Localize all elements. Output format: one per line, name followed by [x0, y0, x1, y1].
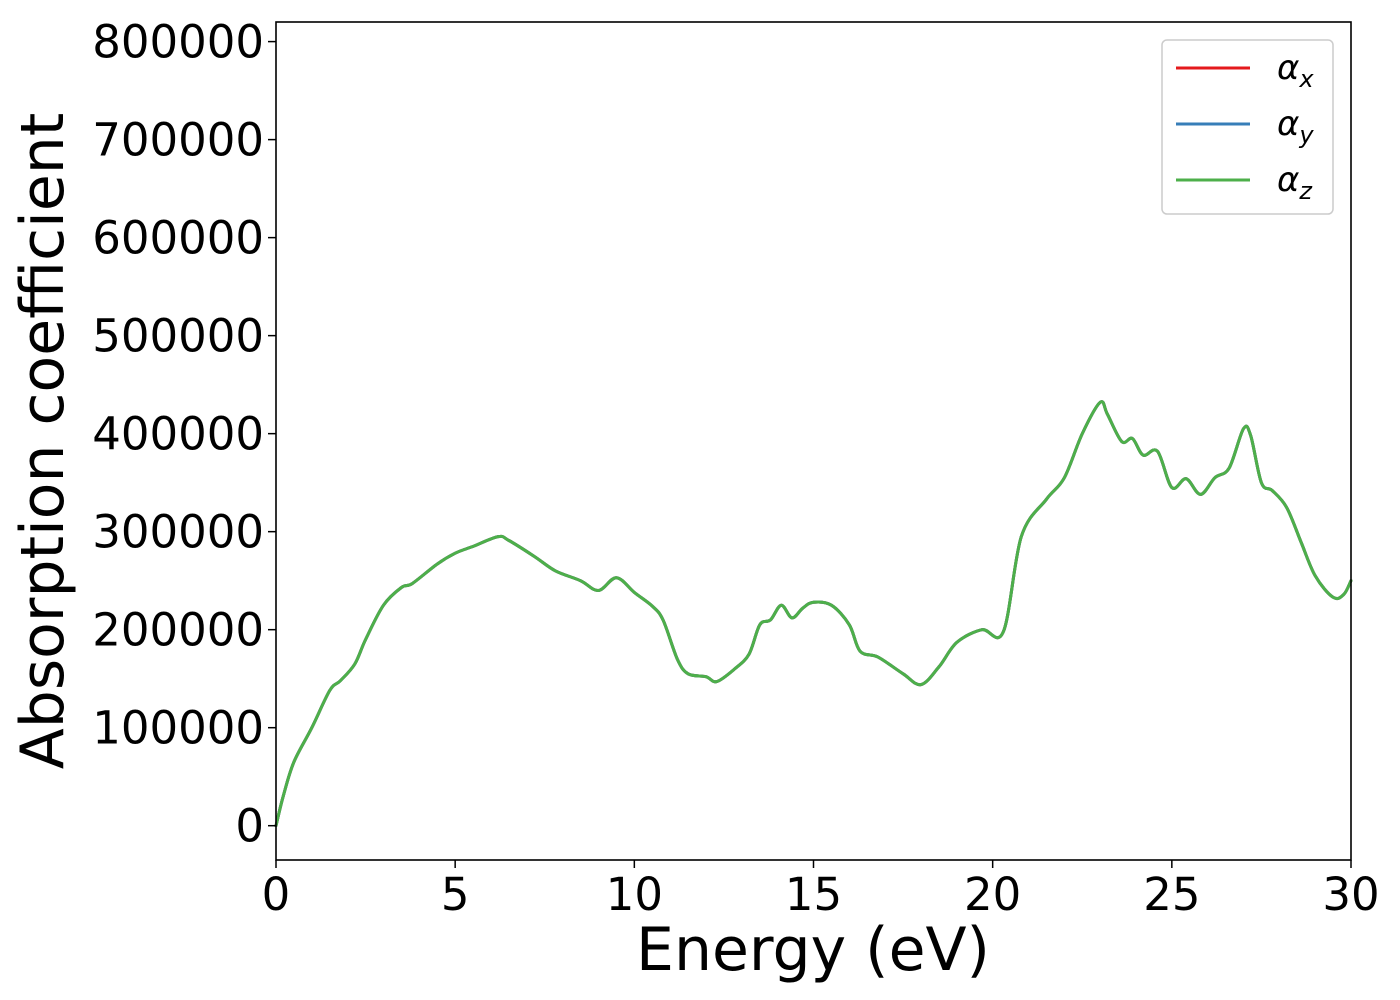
x-axis-ticks: 0 5 10 15 20 25 30 — [262, 860, 1380, 921]
series-layer — [274, 400, 1353, 828]
x-tick-label: 0 — [262, 868, 291, 921]
y-tick-label: 300000 — [92, 506, 264, 559]
x-tick-label: 5 — [441, 868, 470, 921]
y-tick-label: 700000 — [92, 114, 264, 167]
x-tick-label: 25 — [1143, 868, 1200, 921]
y-tick-label: 400000 — [92, 408, 264, 461]
y-tick-label: 600000 — [92, 212, 264, 265]
x-tick-label: 30 — [1322, 868, 1379, 921]
x-tick-label: 15 — [785, 868, 842, 921]
y-tick-label: 800000 — [92, 16, 264, 69]
legend-box — [1161, 39, 1334, 215]
y-tick-label: 0 — [235, 800, 264, 853]
x-tick-label: 10 — [606, 868, 663, 921]
legend-label-subscript: y — [1298, 121, 1314, 149]
y-tick-label: 500000 — [92, 310, 264, 363]
legend-label-subscript: z — [1298, 177, 1313, 205]
y-axis-title: Absorption coefficient — [8, 113, 78, 770]
legend-label-subscript: x — [1298, 65, 1314, 93]
x-tick-label: 20 — [964, 868, 1021, 921]
y-tick-label: 100000 — [92, 702, 264, 755]
y-axis-ticks: 0 100000 200000 300000 400000 500000 600000 700… — [92, 16, 276, 853]
series-line-z — [274, 400, 1353, 828]
y-tick-label: 200000 — [92, 604, 264, 657]
x-axis-title: Energy (eV) — [636, 915, 990, 985]
